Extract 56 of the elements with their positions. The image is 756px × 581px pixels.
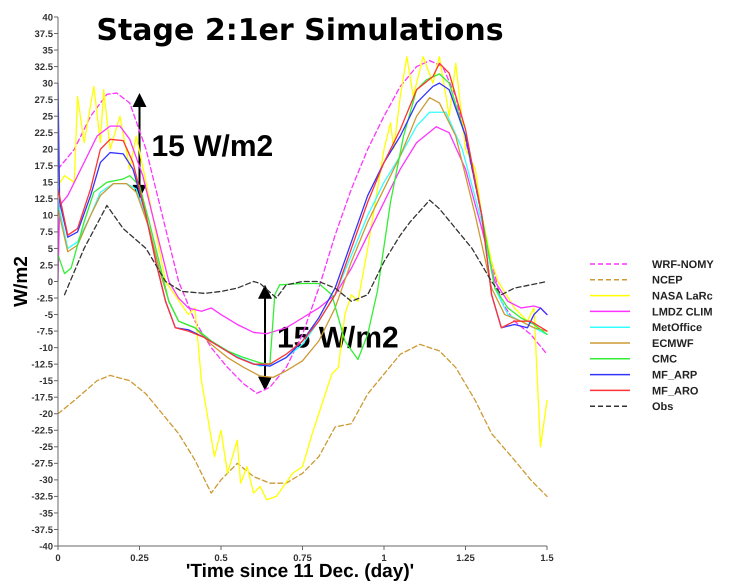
y-tick-label: -15 bbox=[39, 376, 54, 388]
legend-label: NASA LaRc bbox=[652, 290, 713, 302]
legend-label: CMC bbox=[652, 354, 678, 366]
y-tick-label: -32.5 bbox=[31, 492, 54, 503]
y-tick-label: 5 bbox=[48, 244, 54, 255]
x-tick-label: 0.5 bbox=[214, 553, 228, 564]
y-tick-label: 25 bbox=[42, 112, 54, 123]
legend-label: MF_ARO bbox=[652, 385, 699, 398]
legend-label: Obs bbox=[652, 401, 674, 414]
legend-label: ECMWF bbox=[652, 338, 694, 350]
y-tick-label: 7.5 bbox=[40, 227, 54, 238]
y-tick-label: -22.5 bbox=[31, 426, 54, 437]
y-tick-label: -17.5 bbox=[31, 392, 54, 404]
x-tick-label: 1.5 bbox=[540, 553, 554, 564]
y-tick-label: 37.5 bbox=[34, 28, 54, 40]
y-tick-label: -30 bbox=[39, 475, 53, 486]
line-series bbox=[57, 56, 548, 500]
y-tick-label: 22.5 bbox=[34, 128, 54, 140]
y-tick-label: -35 bbox=[39, 508, 54, 520]
y-tick-label: 40 bbox=[42, 12, 53, 24]
legend-label: WRF-NOMY bbox=[652, 258, 714, 271]
x-tick-label: 0.25 bbox=[130, 553, 150, 564]
chart-title: Stage 2:1er Simulations bbox=[96, 13, 504, 48]
y-tick-label: 30 bbox=[42, 78, 53, 90]
y-tick-label: -7.5 bbox=[36, 326, 54, 338]
y-tick-label: -40 bbox=[39, 541, 53, 552]
y-tick-label: 10 bbox=[42, 210, 53, 222]
y-axis-title: W/m2 bbox=[11, 256, 32, 307]
legend-label: NCEP bbox=[652, 274, 683, 287]
line-series bbox=[64, 200, 548, 302]
x-tick-label: 0 bbox=[55, 553, 61, 564]
y-tick-label: -5 bbox=[44, 310, 54, 321]
annotation: 15 W/m2 bbox=[152, 130, 274, 163]
x-tick-label: 1.25 bbox=[456, 553, 476, 564]
y-tick-label: -37.5 bbox=[31, 524, 54, 536]
y-tick-label: -20 bbox=[39, 409, 53, 420]
legend-label: MF_ARP bbox=[652, 369, 698, 382]
legend-label: LMDZ CLIM bbox=[652, 306, 712, 318]
y-tick-label: -27.5 bbox=[31, 458, 54, 470]
y-tick-label: 0 bbox=[48, 276, 53, 288]
y-tick-label: 2.5 bbox=[40, 260, 54, 272]
x-axis-title: 'Time since 11 Dec. (day)' bbox=[186, 561, 414, 581]
y-tick-label: 17.5 bbox=[34, 161, 54, 172]
y-tick-label: -10 bbox=[39, 342, 53, 354]
y-tick-label: 32.5 bbox=[34, 62, 54, 73]
legend-label: MetOffice bbox=[652, 322, 702, 334]
y-tick-label: 12.5 bbox=[34, 194, 54, 206]
y-tick-label: -25 bbox=[39, 442, 54, 454]
x-tick-label: 1 bbox=[381, 553, 388, 564]
y-tick-label: -12.5 bbox=[31, 359, 54, 370]
y-tick-label: 15 bbox=[42, 178, 54, 189]
x-tick-label: 0.75 bbox=[293, 553, 312, 564]
y-tick-label: 27.5 bbox=[34, 94, 54, 106]
y-tick-label: 20 bbox=[42, 144, 53, 156]
y-tick-label: 35 bbox=[42, 45, 54, 56]
y-tick-label: -2.5 bbox=[36, 293, 54, 304]
